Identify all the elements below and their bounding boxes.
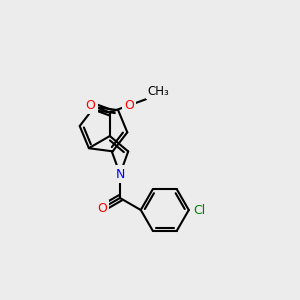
Text: Cl: Cl [193,203,206,217]
Text: O: O [124,99,134,112]
Text: CH₃: CH₃ [147,85,169,98]
Text: O: O [86,99,96,112]
Text: N: N [115,167,125,181]
Text: O: O [98,202,107,215]
